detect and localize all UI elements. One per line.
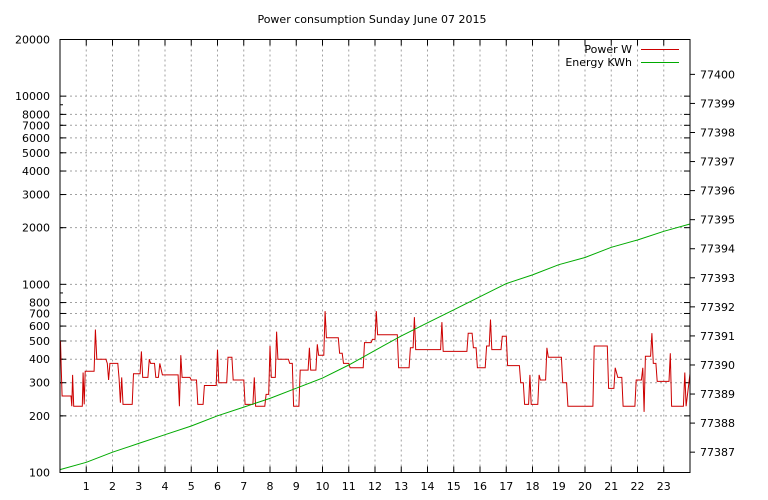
x-tick-label: 8 bbox=[267, 480, 274, 493]
y-tick-label: 10000 bbox=[15, 90, 50, 103]
x-tick-label: 2 bbox=[109, 480, 116, 493]
x-tick-label: 11 bbox=[342, 480, 356, 493]
y2-tick-label: 77397 bbox=[700, 156, 735, 169]
x-tick-label: 6 bbox=[214, 480, 221, 493]
x-tick-label: 10 bbox=[316, 480, 330, 493]
y2-tick-label: 77396 bbox=[700, 185, 735, 198]
y-tick-label: 100 bbox=[29, 467, 50, 480]
y-tick-label: 4000 bbox=[22, 165, 50, 178]
energy-line bbox=[59, 223, 691, 471]
legend-label-power: Power W bbox=[584, 43, 632, 56]
x-tick-label: 17 bbox=[499, 480, 513, 493]
y2-tick-label: 77392 bbox=[700, 301, 735, 314]
x-tick-label: 4 bbox=[162, 480, 169, 493]
x-tick-label: 19 bbox=[552, 480, 566, 493]
x-tick-label: 13 bbox=[394, 480, 408, 493]
x-tick-label: 7 bbox=[240, 480, 247, 493]
x-tick-label: 12 bbox=[368, 480, 382, 493]
y-tick-label: 3000 bbox=[22, 189, 50, 202]
series-group bbox=[59, 223, 691, 471]
y-tick-label: 200 bbox=[29, 410, 50, 423]
y2-axis: 77387 77388 77389 77390 77391 77392 77393 77394… bbox=[690, 68, 735, 459]
y2-tick-label: 77399 bbox=[700, 97, 735, 110]
y2-tick-label: 77395 bbox=[700, 214, 735, 227]
y-tick-label: 600 bbox=[29, 320, 50, 333]
x-tick-label: 3 bbox=[135, 480, 142, 493]
x-tick-label: 20 bbox=[578, 480, 592, 493]
y2-tick-label: 77390 bbox=[700, 359, 735, 372]
y-tick-label: 5000 bbox=[22, 147, 50, 160]
y-tick-label: 6000 bbox=[22, 132, 50, 145]
y-tick-label: 2000 bbox=[22, 222, 50, 235]
chart-title: Power consumption Sunday June 07 2015 bbox=[257, 13, 486, 26]
y-tick-label: 300 bbox=[29, 377, 50, 390]
x-tick-label: 9 bbox=[293, 480, 300, 493]
x-tick-label: 14 bbox=[421, 480, 435, 493]
y-tick-label: 800 bbox=[29, 297, 50, 310]
x-axis: 1 2 3 4 5 6 7 8 9 10 11 12 13 14 15 16 17 18 19 20 21 22 23 bbox=[83, 39, 671, 493]
grid bbox=[60, 39, 690, 473]
y2-tick-label: 77393 bbox=[700, 272, 735, 285]
plot-frame bbox=[59, 39, 691, 473]
y-tick-label: 400 bbox=[29, 353, 50, 366]
x-tick-label: 15 bbox=[447, 480, 461, 493]
x-tick-label: 23 bbox=[657, 480, 671, 493]
x-tick-label: 5 bbox=[188, 480, 195, 493]
y2-tick-label: 77389 bbox=[700, 388, 735, 401]
y-tick-label: 700 bbox=[29, 307, 50, 320]
y2-tick-label: 77394 bbox=[700, 243, 735, 256]
y-tick-label: 500 bbox=[29, 335, 50, 348]
legend-label-energy: Energy KWh bbox=[565, 56, 632, 69]
y2-tick-label: 77387 bbox=[700, 446, 735, 459]
y2-tick-label: 77388 bbox=[700, 417, 735, 430]
power-line bbox=[59, 311, 691, 412]
x-tick-label: 16 bbox=[473, 480, 487, 493]
x-tick-label: 21 bbox=[604, 480, 618, 493]
y-tick-label: 1000 bbox=[22, 278, 50, 291]
y2-tick-label: 77400 bbox=[700, 68, 735, 81]
y-tick-label: 20000 bbox=[15, 34, 50, 47]
x-tick-label: 22 bbox=[631, 480, 645, 493]
y-tick-label: 7000 bbox=[22, 119, 50, 132]
x-tick-label: 1 bbox=[83, 480, 90, 493]
x-tick-label: 18 bbox=[526, 480, 540, 493]
y2-tick-label: 77391 bbox=[700, 330, 735, 343]
y2-tick-label: 77398 bbox=[700, 126, 735, 139]
legend: Power W Energy KWh bbox=[565, 43, 679, 69]
y-tick-label: 8000 bbox=[22, 108, 50, 121]
